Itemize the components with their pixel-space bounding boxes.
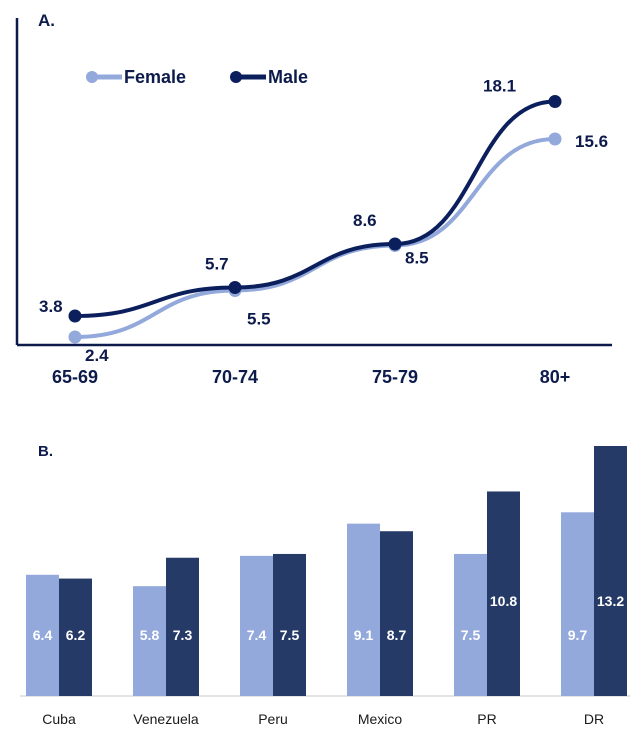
bar-value-label: 9.1 [354,627,374,643]
legend-entry-male: Male [230,67,308,87]
data-label-male: 18.1 [483,77,516,96]
bar-value-label: 7.5 [280,627,300,643]
legend-entry-female: Female [86,67,186,87]
panel-a-series [68,95,562,344]
data-point-male [548,95,562,108]
category-label: Mexico [358,711,403,727]
bar-series-1 [240,555,273,696]
data-point-male [228,281,242,294]
category-label: DR [584,711,604,727]
legend-male-label: Male [268,67,308,87]
bar-value-label: 7.3 [173,627,193,643]
legend: Female Male [86,67,308,87]
data-point-female [548,132,562,146]
bar-value-label: 7.5 [461,627,481,643]
data-label-female: 15.6 [575,132,608,151]
bar-series-2 [594,446,627,696]
bar-series-2 [59,578,92,696]
bar-series-1 [454,553,487,696]
series-line-female [74,137,556,339]
data-label-male: 3.8 [39,297,63,316]
data-label-female: 8.5 [405,249,429,268]
panel-a-label: A. [38,11,55,30]
legend-female-marker [86,71,98,83]
bar-series-1 [26,574,59,696]
category-label: PR [477,711,496,727]
bar-series-1 [561,512,594,696]
bar-value-label: 6.2 [66,627,86,643]
legend-female-label: Female [124,67,186,87]
data-label-female: 5.5 [247,310,271,329]
panel-b-categories: Cuba Venezuela Peru Mexico PR DR [42,711,604,727]
panel-a-x-ticks: 65-69 70-74 75-79 80+ [52,367,570,387]
panel-b-label: B. [38,443,53,460]
x-tick-label: 80+ [540,367,571,387]
bar-value-label: 10.8 [490,593,517,609]
panel-a-data-labels: 2.4 5.5 8.5 15.6 3.8 5.7 8.6 18.1 [39,77,608,366]
bar-value-label: 8.7 [387,627,407,643]
category-label: Venezuela [133,711,199,727]
bar-value-label: 7.4 [247,627,267,643]
panel-a-line-chart: A. Female Male 65-69 70-74 75-79 80+ 2.4 5.5… [15,11,612,387]
bar-series-1 [347,523,380,696]
data-point-male [68,309,82,323]
bar-value-label: 9.7 [568,627,588,643]
data-label-male: 5.7 [205,255,229,274]
legend-male-marker [230,71,242,83]
bar-series-1 [133,586,166,696]
x-tick-label: 65-69 [52,367,98,387]
x-tick-label: 75-79 [372,367,418,387]
category-label: Peru [258,711,288,727]
series-line-male [74,99,556,318]
data-point-male [388,237,402,251]
panel-b-bars: 6.4 6.2 5.8 7.3 7.4 7.5 9.1 8.7 7.5 10.8 9.7 13.2 [26,446,627,696]
bar-value-label: 5.8 [140,627,160,643]
bar-value-label: 13.2 [597,593,624,609]
panel-b-bar-chart: B. 6.4 6.2 5.8 7.3 7.4 7.5 9.1 8.7 7.5 10.8 9.7 13.… [20,443,630,727]
x-tick-label: 70-74 [212,367,258,387]
bar-value-label: 6.4 [33,627,53,643]
data-label-female: 2.4 [85,346,109,365]
bar-series-2 [487,491,520,696]
bar-series-2 [273,553,306,696]
bar-series-2 [380,531,413,696]
bar-series-2 [166,557,199,696]
category-label: Cuba [42,711,76,727]
data-point-female [68,330,82,344]
data-label-male: 8.6 [353,211,377,230]
